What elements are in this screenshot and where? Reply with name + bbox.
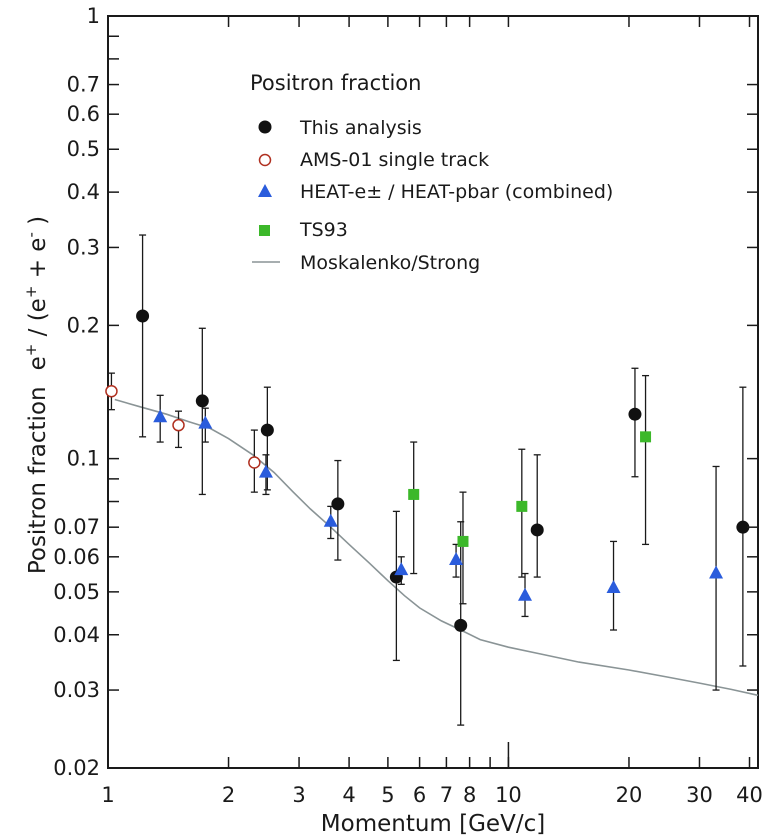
point-ts93-0 <box>408 488 420 500</box>
legend-label-this-analysis: This analysis <box>299 117 422 139</box>
y-axis-title-e1: e <box>25 356 51 370</box>
legend: Positron fraction This analysis AMS-01 s… <box>250 71 613 274</box>
legend-marker-heat <box>258 184 272 197</box>
point-ts93-3 <box>640 431 652 443</box>
point-heat-e-heat-pbar-com-7 <box>606 580 621 594</box>
y-tick-label-0.7: 0.7 <box>67 73 100 97</box>
point-heat-e-heat-pbar-com-1 <box>198 415 213 429</box>
point-this-analysis-1 <box>195 394 209 408</box>
point-ams-01-single-track-2 <box>248 456 261 469</box>
point-heat-e-heat-pbar-com-8 <box>709 565 724 579</box>
point-this-analysis-7 <box>628 407 642 421</box>
point-ts93-1 <box>457 535 469 547</box>
point-ams-01-single-track-0 <box>105 384 118 398</box>
legend-label-ts93: TS93 <box>299 219 348 241</box>
x-tick-label-7: 7 <box>440 783 453 807</box>
model-curve-line <box>114 398 759 697</box>
legend-label-ams01: AMS-01 single track <box>300 149 489 171</box>
x-tick-label-4: 4 <box>342 783 355 807</box>
point-heat-e-heat-pbar-com-2 <box>258 464 273 478</box>
x-tick-label-8: 8 <box>463 783 476 807</box>
legend-label-heat: HEAT-e± / HEAT-pbar (combined) <box>300 181 613 203</box>
legend-label-model: Moskalenko/Strong <box>300 252 480 274</box>
point-this-analysis-5 <box>454 618 468 632</box>
x-tick-label-5: 5 <box>381 783 394 807</box>
legend-marker-ts93 <box>259 225 270 236</box>
point-this-analysis-0 <box>136 309 150 323</box>
point-this-analysis-3 <box>331 497 345 511</box>
x-tick-label-10: 10 <box>495 783 522 807</box>
point-heat-e-heat-pbar-com-0 <box>153 409 168 423</box>
axis-ticks-layer: 1 2 3 4 5 6 7 8 10 20 30 40 0.02 0.03 0.04 0.05 0.06 0.07… <box>53 4 763 807</box>
y-axis-title-sup3: - <box>22 232 40 237</box>
y-axis-title: Positron fractione+ / (e+ + e- ) <box>22 216 51 574</box>
y-tick-label-0.03: 0.03 <box>53 678 100 702</box>
y-tick-label-0.02: 0.02 <box>53 756 100 780</box>
x-tick-label-3: 3 <box>292 783 305 807</box>
x-tick-label-30: 30 <box>686 783 713 807</box>
y-tick-label-0.3: 0.3 <box>67 235 100 259</box>
x-tick-label-1: 1 <box>101 783 114 807</box>
y-tick-label-0.2: 0.2 <box>67 313 100 337</box>
x-tick-label-40: 40 <box>736 783 763 807</box>
y-tick-label-0.4: 0.4 <box>67 180 100 204</box>
x-tick-label-20: 20 <box>616 783 643 807</box>
point-heat-e-heat-pbar-com-4 <box>394 562 409 576</box>
y-tick-label-0.6: 0.6 <box>67 102 100 126</box>
y-axis-title-main: Positron fraction <box>25 386 51 574</box>
y-axis-title-div: / (e <box>25 298 51 344</box>
point-this-analysis-6 <box>530 523 544 537</box>
legend-title: Positron fraction <box>250 71 421 95</box>
y-axis-title-sup1: + <box>22 344 40 357</box>
y-tick-label-0.07: 0.07 <box>53 515 100 539</box>
y-axis-title-plus: + e <box>25 238 51 286</box>
legend-marker-ams01 <box>258 153 272 167</box>
model-curve-layer <box>114 398 759 697</box>
x-tick-label-6: 6 <box>413 783 426 807</box>
y-tick-label-1: 1 <box>87 4 100 28</box>
x-axis-title: Momentum [GeV/c] <box>321 811 545 837</box>
y-tick-label-0.1: 0.1 <box>67 447 100 471</box>
legend-marker-this-analysis <box>258 120 272 134</box>
y-tick-label-0.5: 0.5 <box>67 137 100 161</box>
error-bars-layer <box>107 234 747 726</box>
point-ts93-2 <box>516 500 528 512</box>
plot-frame <box>107 15 759 769</box>
point-heat-e-heat-pbar-com-5 <box>449 552 464 566</box>
y-tick-label-0.04: 0.04 <box>53 623 100 647</box>
y-tick-label-0.06: 0.06 <box>53 545 100 569</box>
markers-layer <box>105 309 750 632</box>
y-axis-title-sup2: + <box>22 286 40 299</box>
y-tick-label-0.05: 0.05 <box>53 580 100 604</box>
point-this-analysis-8 <box>736 520 750 534</box>
point-ams-01-single-track-1 <box>172 418 185 432</box>
point-heat-e-heat-pbar-com-6 <box>518 587 533 601</box>
point-this-analysis-2 <box>260 423 274 437</box>
point-heat-e-heat-pbar-com-3 <box>323 513 338 527</box>
x-tick-label-2: 2 <box>222 783 235 807</box>
y-axis-title-close: ) <box>25 216 51 232</box>
